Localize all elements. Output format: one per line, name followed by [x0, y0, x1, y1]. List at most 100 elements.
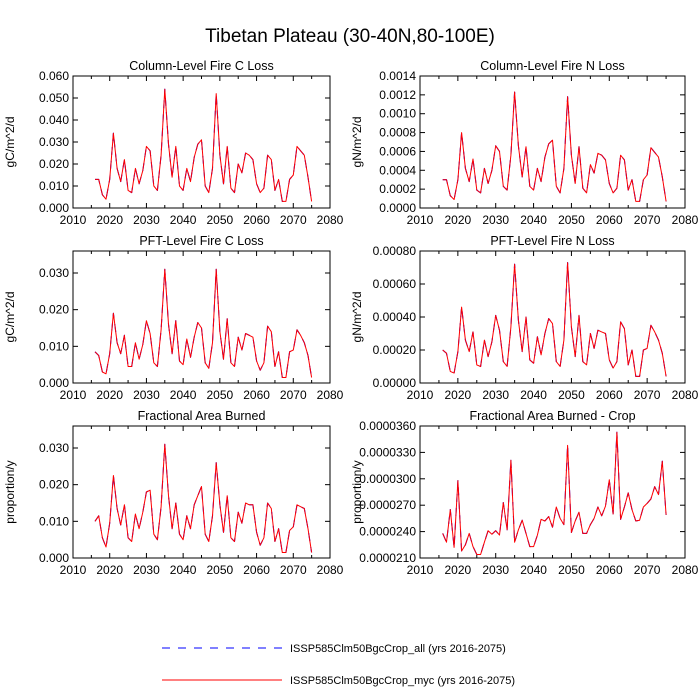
legend-label: ISSP585Clm50BgcCrop_myc (yrs 2016-2075) — [290, 675, 515, 687]
y-tick-label: 0.0000 — [379, 201, 416, 215]
y-tick-label: 0.0000210 — [359, 551, 416, 565]
x-tick-label: 2080 — [317, 213, 344, 227]
x-tick-label: 2050 — [207, 388, 234, 402]
x-tick-label: 2060 — [596, 213, 623, 227]
x-tick-label: 2040 — [520, 388, 547, 402]
y-tick-label: 0.030 — [39, 441, 69, 455]
y-tick-label: 0.010 — [39, 339, 69, 353]
x-tick-label: 2060 — [243, 213, 270, 227]
y-tick-label: 0.020 — [39, 478, 69, 492]
x-tick-label: 2010 — [407, 388, 434, 402]
y-tick-label: 0.0010 — [379, 107, 416, 121]
x-tick-label: 2060 — [243, 388, 270, 402]
y-tick-label: 0.010 — [39, 514, 69, 528]
figure-title: Tibetan Plateau (30-40N,80-100E) — [205, 26, 495, 47]
plot-frame — [72, 250, 331, 384]
y-tick-label: 0.020 — [39, 303, 69, 317]
legend: ISSP585Clm50BgcCrop_all (yrs 2016-2075) I… — [162, 643, 515, 687]
x-tick-label: 2060 — [243, 563, 270, 577]
y-tick-label: 0.0000330 — [359, 445, 416, 459]
y-tick-label: 0.010 — [39, 179, 69, 193]
x-tick-label: 2020 — [445, 213, 472, 227]
panel-2: Column-Level Fire N Loss gN/m^2/d 2010 2020… — [350, 59, 699, 227]
y-tick-label: 0.0002 — [379, 182, 416, 196]
y-tick-label: 0.0000270 — [359, 498, 416, 512]
y-tick-label: 0.00060 — [373, 277, 417, 291]
x-tick-label: 2020 — [445, 388, 472, 402]
panel-title: Column-Level Fire N Loss — [480, 59, 625, 73]
y-tick-label: 0.000 — [39, 201, 69, 215]
y-tick-label: 0.030 — [39, 266, 69, 280]
x-tick-label: 2050 — [558, 213, 585, 227]
x-tick-label: 2060 — [596, 563, 623, 577]
y-tick-label: 0.0000360 — [359, 419, 416, 433]
x-tick-label: 2010 — [60, 388, 87, 402]
panel-4: PFT-Level Fire N Loss gN/m^2/d 2010 2020 203… — [350, 234, 699, 402]
panel-title: Fractional Area Burned - Crop — [469, 409, 635, 423]
x-tick-label: 2070 — [280, 563, 307, 577]
x-tick-label: 2080 — [317, 388, 344, 402]
series-line-all — [442, 431, 667, 556]
x-tick-label: 2020 — [96, 213, 123, 227]
y-tick-label: 0.0012 — [379, 88, 416, 102]
x-tick-label: 2020 — [445, 563, 472, 577]
x-tick-label: 2040 — [170, 563, 197, 577]
x-tick-label: 2010 — [407, 213, 434, 227]
y-axis-label: gN/m^2/d — [350, 117, 364, 168]
y-axis-label: proportion/y — [350, 460, 364, 523]
y-tick-label: 0.000 — [39, 376, 69, 390]
x-tick-label: 2040 — [520, 563, 547, 577]
x-tick-label: 2080 — [672, 563, 699, 577]
x-tick-label: 2070 — [634, 213, 661, 227]
y-tick-label: 0.00000 — [373, 376, 417, 390]
y-tick-label: 0.00080 — [373, 244, 417, 258]
y-tick-label: 0.030 — [39, 135, 69, 149]
panel-title: PFT-Level Fire N Loss — [490, 234, 614, 248]
series-line-myc — [442, 431, 667, 555]
x-tick-label: 2060 — [596, 388, 623, 402]
x-tick-label: 2050 — [207, 213, 234, 227]
panel-title: Column-Level Fire C Loss — [129, 59, 274, 73]
x-tick-label: 2030 — [133, 563, 160, 577]
x-tick-label: 2030 — [482, 213, 509, 227]
x-tick-label: 2050 — [207, 563, 234, 577]
y-tick-label: 0.0000300 — [359, 472, 416, 486]
x-tick-label: 2080 — [672, 213, 699, 227]
x-tick-label: 2030 — [133, 213, 160, 227]
y-tick-label: 0.00040 — [373, 310, 417, 324]
y-tick-label: 0.0008 — [379, 126, 416, 140]
series-line-myc — [94, 443, 313, 553]
series-line-myc — [95, 88, 313, 202]
x-tick-label: 2040 — [170, 213, 197, 227]
x-tick-label: 2070 — [280, 388, 307, 402]
x-tick-label: 2020 — [96, 388, 123, 402]
panel-title: Fractional Area Burned — [138, 409, 266, 423]
series-line-myc — [442, 262, 667, 377]
x-tick-label: 2010 — [60, 563, 87, 577]
x-tick-label: 2050 — [558, 563, 585, 577]
series-line-myc — [94, 268, 313, 378]
x-tick-label: 2020 — [96, 563, 123, 577]
y-axis-label: gC/m^2/d — [3, 117, 17, 168]
plot-frame — [419, 250, 686, 384]
y-tick-label: 0.0004 — [379, 163, 416, 177]
x-tick-label: 2040 — [170, 388, 197, 402]
panel-1: Column-Level Fire C Loss gC/m^2/d 2010 2020… — [3, 59, 344, 227]
y-axis-label: gC/m^2/d — [3, 292, 17, 343]
x-tick-label: 2040 — [520, 213, 547, 227]
x-tick-label: 2030 — [482, 563, 509, 577]
y-tick-label: 0.020 — [39, 157, 69, 171]
series-line-myc — [442, 91, 667, 202]
x-tick-label: 2080 — [317, 563, 344, 577]
y-tick-label: 0.0006 — [379, 144, 416, 158]
panel-3: PFT-Level Fire C Loss gC/m^2/d 2010 2020 203… — [3, 234, 344, 402]
legend-label: ISSP585Clm50BgcCrop_all (yrs 2016-2075) — [290, 643, 506, 655]
y-axis-label: gN/m^2/d — [350, 292, 364, 343]
panel-title: PFT-Level Fire C Loss — [139, 234, 263, 248]
x-tick-label: 2070 — [280, 213, 307, 227]
y-tick-label: 0.050 — [39, 91, 69, 105]
y-tick-label: 0.040 — [39, 113, 69, 127]
y-tick-label: 0.000 — [39, 551, 69, 565]
panel-6: Fractional Area Burned - Crop proportion/… — [350, 409, 699, 577]
